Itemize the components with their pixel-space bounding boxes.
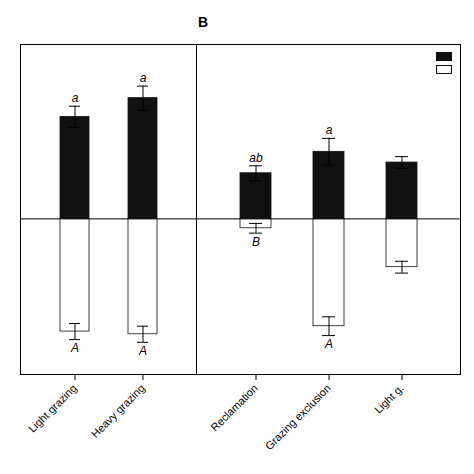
svg-text:Reclamation: Reclamation [208, 382, 260, 434]
svg-text:a: a [72, 91, 79, 105]
svg-text:B: B [252, 235, 260, 249]
html-text:B: B [198, 14, 209, 30]
svg-text:a: a [140, 71, 147, 85]
svg-text:Light grazing: Light grazing [26, 382, 79, 435]
svg-text:Light g.: Light g. [372, 382, 406, 416]
svg-text:Grazing exclusion: Grazing exclusion [263, 382, 333, 452]
svg-text:ab: ab [249, 151, 263, 165]
svg-text:a: a [326, 123, 333, 137]
svg-text:A: A [324, 337, 333, 351]
svg-text:Heavy grazing: Heavy grazing [89, 382, 147, 440]
svg-text:A: A [138, 344, 147, 358]
svg-text:A: A [70, 341, 79, 355]
